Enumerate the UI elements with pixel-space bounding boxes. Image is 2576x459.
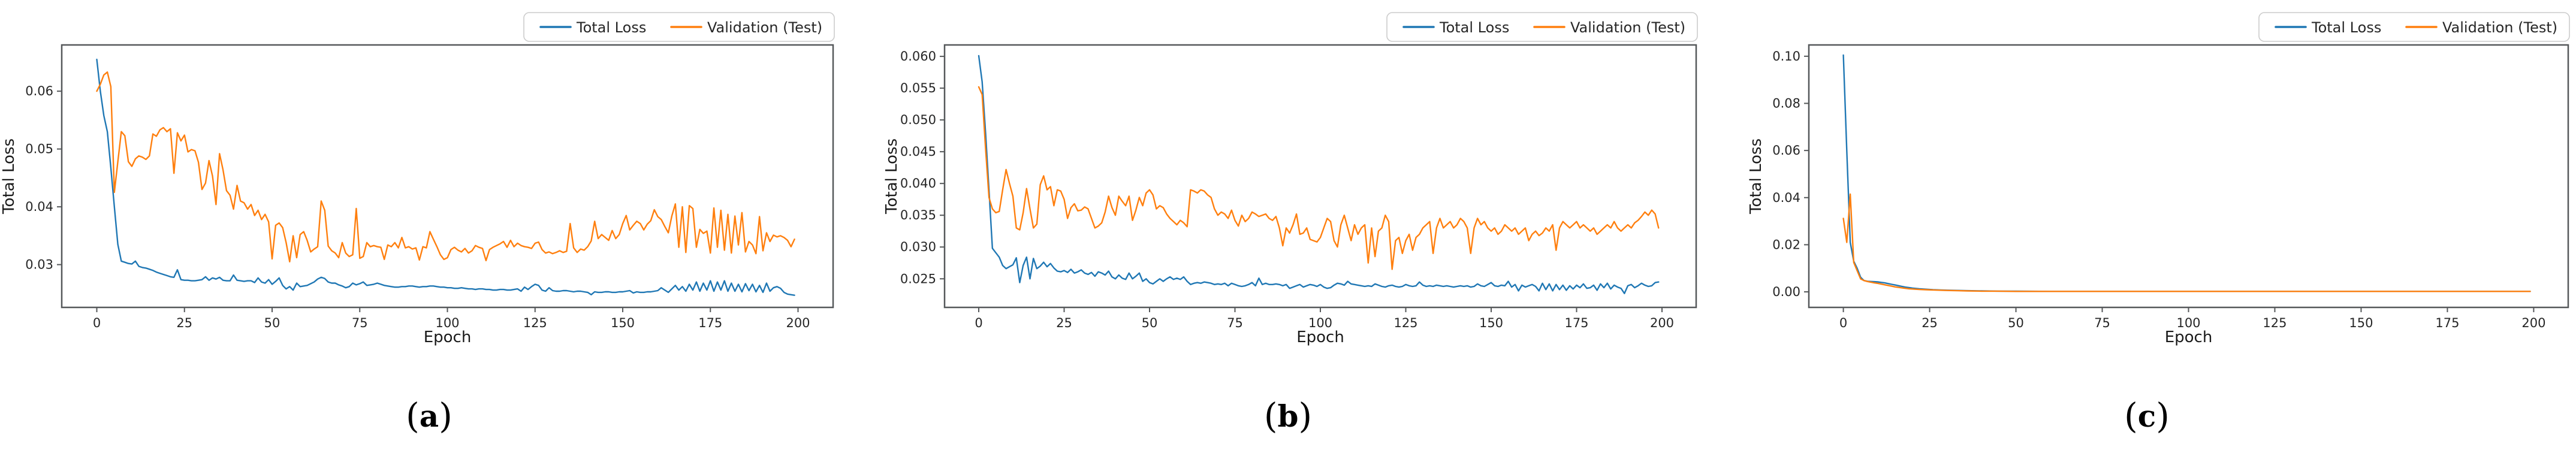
- x-axis-tick-label: 125: [1393, 316, 1417, 330]
- caption-paren: ): [2156, 395, 2170, 436]
- x-axis-tick-label: 25: [176, 316, 192, 330]
- legend-label: Total Loss: [2311, 19, 2381, 36]
- x-axis-label: Epoch: [424, 328, 472, 346]
- total-loss-line: [96, 58, 795, 296]
- x-axis-tick-label: 0: [975, 316, 982, 330]
- caption-paren: ): [1298, 395, 1313, 436]
- legend-label: Validation (Test): [1570, 19, 1685, 36]
- plot-border: [1808, 44, 2569, 309]
- y-axis-tick-label: 0.05: [25, 142, 53, 156]
- subplot-a: 0 25 50 75 100 125 150 175 200 0.03 0.04 0.05 0.06 Ep…: [0, 0, 858, 459]
- x-axis-tick-label: 125: [523, 316, 547, 330]
- y-axis-tick-label: 0.060: [900, 49, 936, 64]
- x-axis-tick-label: 200: [1650, 316, 1674, 330]
- x-axis-label: Epoch: [1296, 328, 1344, 346]
- y-axis-label: Total Loss: [0, 138, 18, 215]
- legend-label: Validation (Test): [707, 19, 822, 36]
- x-axis-tick-label: 100: [1308, 316, 1332, 330]
- x-axis-tick-label: 150: [2349, 316, 2373, 330]
- caption-a: (a): [0, 395, 858, 436]
- y-axis-tick-label: 0.03: [25, 258, 53, 272]
- x-axis-tick-label: 100: [435, 316, 459, 330]
- y-axis-tick-label: 0.04: [1772, 191, 1800, 205]
- caption-letter: a: [419, 398, 439, 434]
- x-axis-tick-label: 175: [698, 316, 722, 330]
- x-axis-tick-label: 150: [1479, 316, 1503, 330]
- x-axis-tick-label: 0: [1839, 316, 1847, 330]
- total-loss-line: [1842, 54, 2531, 292]
- x-axis-label: Epoch: [2165, 328, 2213, 346]
- legend-label: Total Loss: [1439, 19, 1509, 36]
- x-axis-tick-label: 100: [2176, 316, 2200, 330]
- caption-b: (b): [859, 395, 1717, 436]
- caption-paren: ): [439, 395, 453, 436]
- x-axis-tick-label: 175: [2435, 316, 2459, 330]
- y-axis-tick-label: 0.055: [900, 81, 936, 95]
- y-axis-tick-label: 0.045: [900, 144, 936, 159]
- legend-label: Validation (Test): [2442, 19, 2557, 36]
- y-axis-tick-label: 0.04: [25, 200, 53, 214]
- x-axis-tick-label: 50: [2008, 316, 2024, 330]
- x-axis-tick-label: 0: [93, 316, 101, 330]
- y-axis-tick-label: 0.00: [1772, 285, 1800, 299]
- y-axis-tick-label: 0.030: [900, 240, 936, 254]
- y-axis-tick-label: 0.025: [900, 271, 936, 286]
- validation-line: [978, 86, 1660, 270]
- y-axis-tick-label: 0.08: [1772, 96, 1800, 111]
- y-axis-tick-label: 0.06: [1772, 143, 1800, 158]
- x-axis-tick-label: 50: [264, 316, 280, 330]
- caption-letter: c: [2137, 398, 2156, 434]
- x-axis-tick-label: 75: [352, 316, 368, 330]
- caption-paren: (: [406, 395, 420, 436]
- x-axis-tick-label: 25: [1922, 316, 1938, 330]
- legend-label: Total Loss: [576, 19, 646, 36]
- caption-c: (c): [1718, 395, 2576, 436]
- y-axis-label: Total Loss: [883, 138, 901, 215]
- x-axis-tick-label: 75: [2094, 316, 2110, 330]
- loss-chart-c: 0 25 50 75 100 125 150 175 200 0.00 0.02 0.04 0.06 0.…: [1747, 12, 2570, 346]
- x-axis-tick-label: 75: [1227, 316, 1243, 330]
- x-axis-tick-label: 200: [786, 316, 810, 330]
- y-axis-tick-label: 0.10: [1772, 49, 1800, 64]
- y-axis-tick-label: 0.06: [25, 84, 53, 98]
- x-axis-tick-label: 150: [611, 316, 635, 330]
- loss-chart-b: 0 25 50 75 100 125 150 175 200 0.025 0.030 0.035 0.0…: [883, 12, 1698, 346]
- y-axis-tick-label: 0.040: [900, 176, 936, 191]
- y-axis-tick-label: 0.035: [900, 208, 936, 222]
- y-axis-tick-label: 0.02: [1772, 237, 1800, 252]
- caption-letter: b: [1277, 398, 1299, 434]
- validation-line: [1842, 193, 2531, 292]
- x-axis-tick-label: 25: [1056, 316, 1072, 330]
- x-axis-tick-label: 50: [1142, 316, 1158, 330]
- x-axis-tick-label: 175: [1564, 316, 1588, 330]
- x-axis-tick-label: 200: [2521, 316, 2545, 330]
- total-loss-line: [978, 55, 1660, 294]
- y-axis-tick-label: 0.050: [900, 113, 936, 127]
- plot-border: [943, 44, 1697, 309]
- plot-border: [61, 44, 834, 309]
- subplot-c: 0 25 50 75 100 125 150 175 200 0.00 0.02 0.04 0.06 0.…: [1718, 0, 2576, 459]
- caption-paren: (: [1263, 395, 1278, 436]
- caption-paren: (: [2124, 395, 2138, 436]
- validation-line: [96, 71, 795, 262]
- y-axis-label: Total Loss: [1747, 138, 1765, 215]
- x-axis-tick-label: 125: [2263, 316, 2287, 330]
- loss-chart-a: 0 25 50 75 100 125 150 175 200 0.03 0.04 0.05 0.06 Ep…: [0, 12, 835, 346]
- subplot-b: 0 25 50 75 100 125 150 175 200 0.025 0.030 0.035 0.0…: [859, 0, 1717, 459]
